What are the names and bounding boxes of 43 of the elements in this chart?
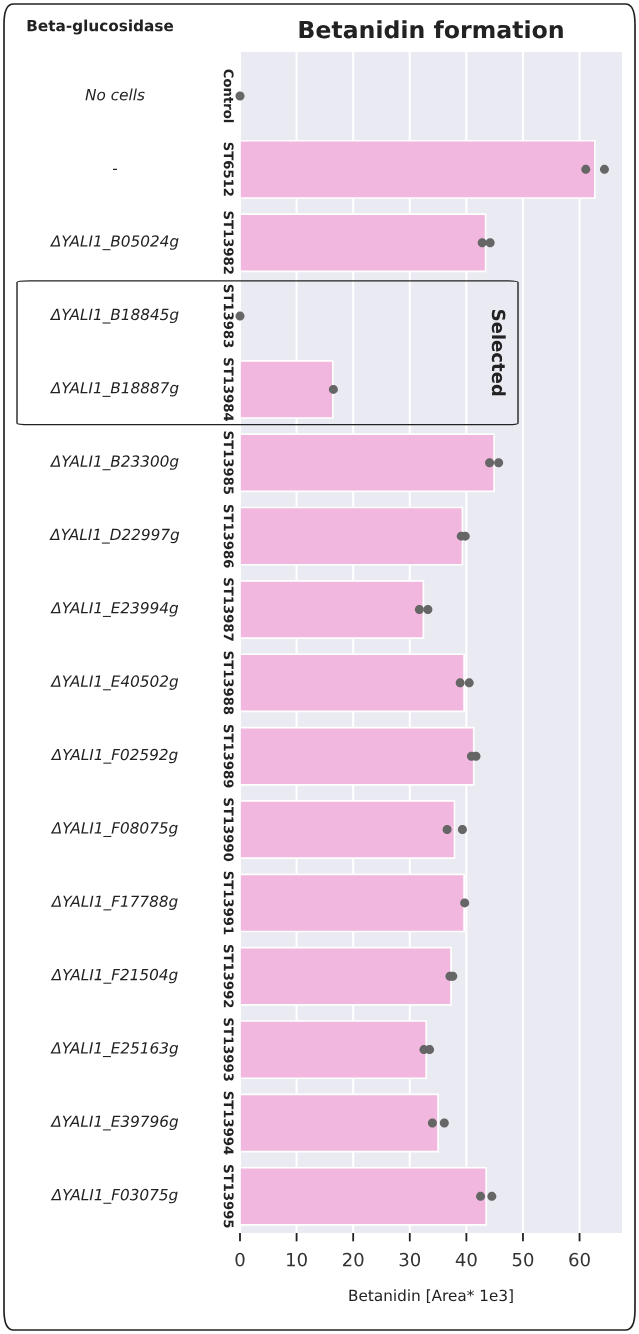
y-tick-label: ST13989 [223, 724, 234, 788]
chart-title: Betanidin formation [299, 20, 563, 39]
x-tick-label: 30 [399, 1252, 421, 1267]
y-tick-label: ST13982 [223, 211, 234, 274]
y-tick-label: ST13993 [223, 1018, 234, 1081]
text: ΔYALI1_F17788g [50, 895, 178, 911]
y-tick-label: ST13994 [223, 1091, 234, 1155]
y-tick-label: ST13983 [223, 284, 234, 348]
text: ΔYALI1_E25163g [50, 1042, 179, 1058]
y-tick-label: ST13990 [223, 798, 234, 862]
y-tick-label: ST13992 [223, 945, 234, 1008]
text: ΔYALI1_B23300g [49, 455, 179, 471]
y-tick-label: Control [223, 69, 234, 123]
text: ΔYALI1_E39796g [50, 1115, 179, 1131]
text: ΔYALI1_B18887g [49, 381, 179, 397]
x-tick-label: 40 [455, 1252, 477, 1267]
text: ΔYALI1_B18845g [49, 308, 179, 324]
text: ΔYALI1_F08075g [50, 822, 178, 838]
x-tick-label: 10 [287, 1252, 307, 1267]
text: Beta-glucosidase [27, 19, 174, 35]
text: ΔYALI1_D22997g [49, 528, 180, 544]
text: No cells [85, 88, 145, 101]
y-tick-label: ST13985 [223, 431, 234, 495]
x-tick-label: 50 [512, 1252, 534, 1267]
y-tick-label: ST13987 [223, 578, 234, 641]
x-tick-label: 20 [343, 1252, 364, 1267]
text: ΔYALI1_E23994g [50, 602, 179, 617]
x-tick-label: 60 [569, 1252, 590, 1267]
text: ΔYALI1_F21504g [50, 968, 178, 984]
x-axis-title: Betanidin [Area* 1e3] [349, 1289, 513, 1303]
text: ΔYALI1_B05024g [49, 235, 179, 251]
y-tick-label: ST6512 [223, 142, 234, 196]
y-tick-label: ST13984 [223, 358, 234, 422]
text: ΔYALI1_E40502g [50, 675, 179, 691]
y-tick-label: ST13995 [223, 1165, 234, 1228]
y-tick-label: ST13988 [223, 651, 234, 715]
annotation: Selected [491, 309, 506, 396]
text: ΔYALI1_F02592g [50, 748, 178, 764]
y-tick-label: ST13986 [223, 504, 234, 568]
y-tick-label: ST13991 [223, 871, 234, 935]
x-tick-label: 0 [235, 1252, 245, 1267]
text: - [112, 168, 118, 171]
text: ΔYALI1_F03075g [50, 1188, 178, 1204]
